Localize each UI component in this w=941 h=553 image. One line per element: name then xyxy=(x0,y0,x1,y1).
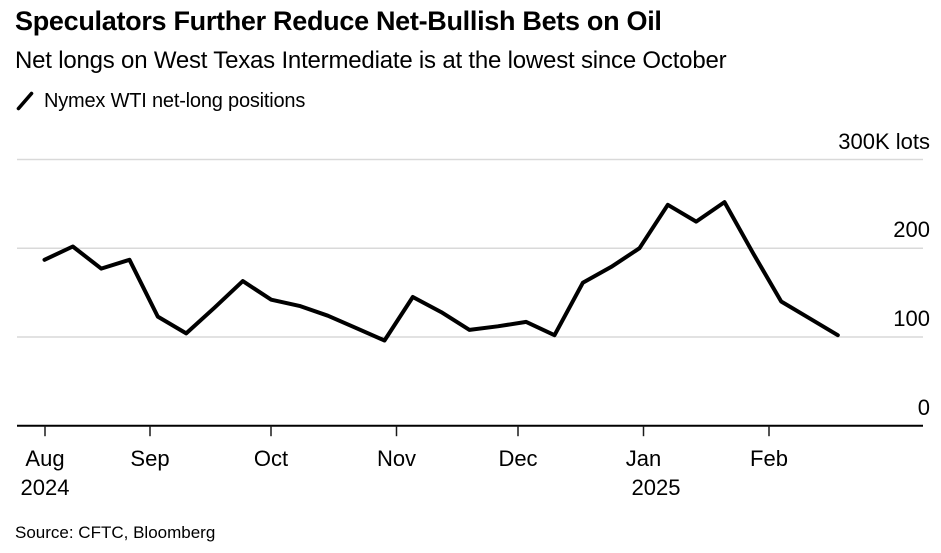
x-axis-month-label: Jan xyxy=(625,446,662,471)
x-axis-month-label: Nov xyxy=(376,446,417,471)
source-note: Source: CFTC, Bloomberg xyxy=(15,523,216,542)
legend: Nymex WTI net-long positions xyxy=(15,89,305,113)
y-axis-label: 0 xyxy=(917,394,930,420)
line-series-icon xyxy=(16,91,34,111)
x-axis-month-label: Oct xyxy=(253,446,289,471)
y-axis-label: 100 xyxy=(893,305,930,331)
x-axis-year-label: 2024 xyxy=(20,475,70,500)
page-title: Speculators Further Reduce Net-Bullish B… xyxy=(15,6,662,36)
x-axis-month-label: Sep xyxy=(130,446,170,471)
x-axis-month-label: Dec xyxy=(498,446,538,471)
legend-series-label: Nymex WTI net-long positions xyxy=(44,89,306,112)
y-axis-label: 200 xyxy=(893,217,930,243)
x-axis-month-label: Aug xyxy=(25,446,65,471)
y-axis-label: 300K lots xyxy=(838,128,930,154)
chart-subtitle: Net longs on West Texas Intermediate is … xyxy=(15,47,727,74)
x-axis-year-label: 2025 xyxy=(631,475,681,500)
net-long-positions-line xyxy=(42,200,840,343)
x-axis-month-label: Feb xyxy=(750,446,788,471)
